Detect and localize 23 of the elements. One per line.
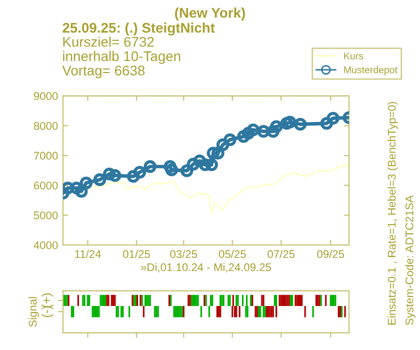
x-tick-label: 05/25 — [218, 250, 246, 258]
x-tick-label: 09/25 — [317, 250, 344, 258]
y-tick-label: 6000 — [34, 182, 58, 190]
y-axis-title: Signal — [28, 297, 39, 327]
chart-title: (New York) — [175, 8, 245, 20]
chart-subtitle: 25.09.25: (.) SteigtNicht — [62, 22, 215, 36]
y-tick-label: 7000 — [34, 152, 58, 160]
text: System-Code: ADTC21SA — [405, 195, 416, 325]
text: innerhalb 10-Tagen — [63, 50, 180, 64]
text: Vortag= 6638 — [62, 66, 145, 78]
x-tick-label: 11/24 — [75, 250, 101, 258]
x-tick-label: 03/25 — [170, 250, 198, 258]
legend-label: Musterdepot — [344, 66, 398, 76]
y-tick-label: 8000 — [34, 122, 58, 130]
y-tick-label: 4000 — [34, 241, 58, 250]
y-tick-label: 9000 — [34, 92, 58, 100]
x-tick-label: 07/25 — [268, 250, 295, 258]
legend-label: Kurs — [344, 52, 364, 60]
text: Kursziel= 6732 — [63, 36, 154, 47]
text: Einsatz=0.1 , Rate=1, Hebel=3 (BenchTyp=0) — [388, 102, 398, 325]
y-tick-label: 5000 — [34, 211, 58, 220]
x-axis-title: »Di,01.10.24 - Mi,24.09.25 — [140, 262, 272, 272]
x-tick-label: 01/25 — [123, 250, 150, 258]
